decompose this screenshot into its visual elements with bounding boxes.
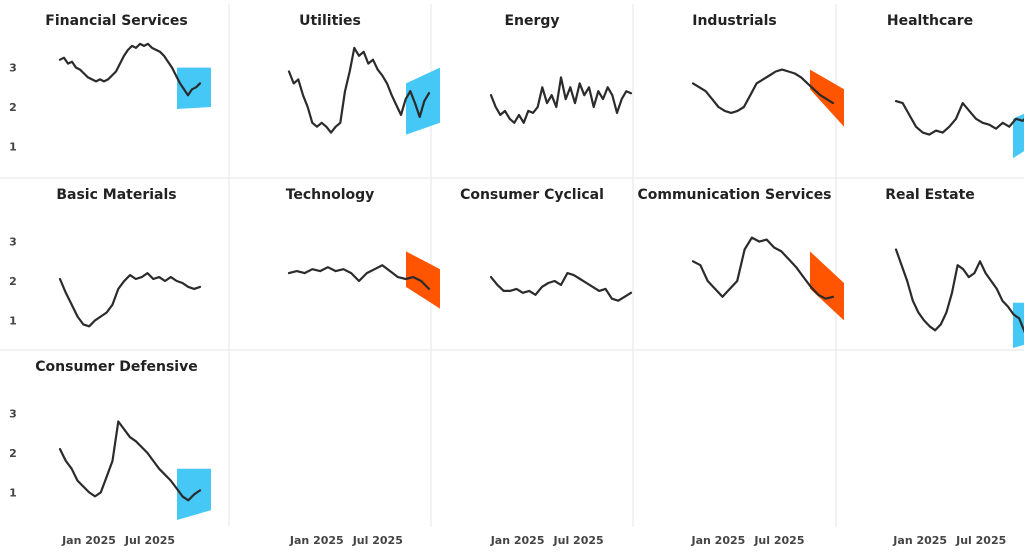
y-tick-label: 2 bbox=[9, 447, 17, 460]
x-tick-label: Jul 2025 bbox=[553, 534, 604, 547]
y-tick-label: 3 bbox=[9, 408, 17, 421]
series-line-real-estate bbox=[894, 248, 1024, 333]
forecast-band-real-estate bbox=[1013, 302, 1024, 348]
x-tick-label: Jan 2025 bbox=[289, 534, 344, 547]
panel-title-technology: Technology bbox=[286, 187, 375, 203]
y-tick-label: 2 bbox=[9, 101, 17, 114]
x-tick-label: Jul 2025 bbox=[753, 534, 804, 547]
series-line-industrials bbox=[691, 68, 835, 114]
series-line-healthcare bbox=[894, 100, 1024, 136]
series-line-consumer-defensive bbox=[58, 420, 202, 502]
x-tick-label: Jul 2025 bbox=[955, 534, 1006, 547]
series-line-utilities bbox=[287, 46, 431, 134]
x-tick-label: Jul 2025 bbox=[124, 534, 175, 547]
forecast-band-technology bbox=[406, 251, 440, 309]
series-line-basic-materials bbox=[58, 272, 202, 328]
panel-title-industrials: Industrials bbox=[692, 13, 776, 29]
y-tick-label: 3 bbox=[9, 236, 17, 249]
panel-title-financial-services: Financial Services bbox=[45, 13, 188, 29]
x-tick-label: Jan 2025 bbox=[490, 534, 545, 547]
series-line-consumer-cyclical bbox=[489, 272, 633, 302]
series-line-financial-services bbox=[58, 42, 202, 97]
x-tick-label: Jan 2025 bbox=[691, 534, 746, 547]
series-line-energy bbox=[489, 76, 633, 124]
series-line-technology bbox=[287, 264, 431, 290]
panel-title-energy: Energy bbox=[504, 13, 559, 29]
forecast-band-healthcare bbox=[1013, 113, 1024, 159]
x-tick-label: Jan 2025 bbox=[61, 534, 116, 547]
panel-title-utilities: Utilities bbox=[299, 13, 361, 29]
y-tick-label: 1 bbox=[9, 486, 17, 499]
x-tick-label: Jul 2025 bbox=[352, 534, 403, 547]
forecast-band-utilities bbox=[406, 67, 440, 135]
x-tick-label: Jan 2025 bbox=[892, 534, 947, 547]
panel-title-real-estate: Real Estate bbox=[885, 187, 975, 203]
panel-title-consumer-cyclical: Consumer Cyclical bbox=[460, 187, 604, 203]
panel-title-basic-materials: Basic Materials bbox=[56, 187, 176, 203]
y-tick-label: 1 bbox=[9, 314, 17, 327]
y-tick-label: 1 bbox=[9, 140, 17, 153]
y-tick-label: 3 bbox=[9, 62, 17, 75]
y-tick-label: 2 bbox=[9, 275, 17, 288]
panel-title-healthcare: Healthcare bbox=[887, 13, 973, 29]
series-line-communication-services bbox=[691, 236, 835, 300]
forecast-band-communication-services bbox=[810, 251, 844, 321]
panel-title-consumer-defensive: Consumer Defensive bbox=[35, 359, 197, 375]
panel-title-communication-services: Communication Services bbox=[637, 187, 831, 203]
